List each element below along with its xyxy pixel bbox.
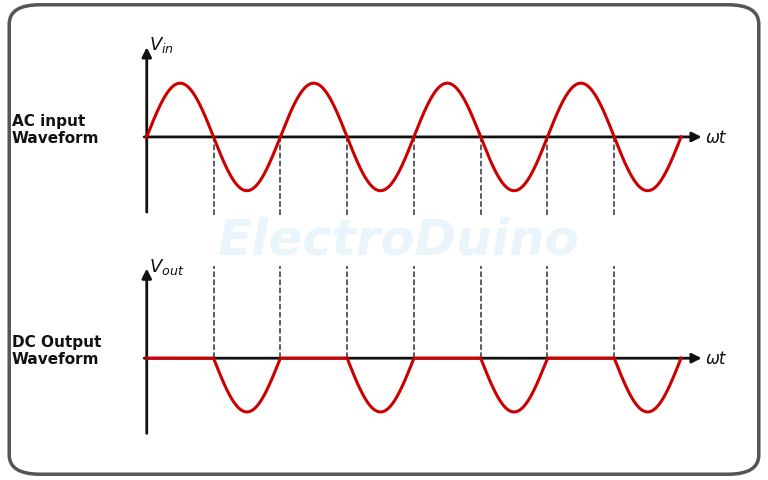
Text: AC input
Waveform: AC input Waveform — [12, 113, 99, 146]
Text: $V_{in}$: $V_{in}$ — [149, 36, 174, 55]
Text: ωt: ωt — [706, 129, 726, 146]
FancyBboxPatch shape — [9, 6, 759, 474]
Text: ElectroDuino: ElectroDuino — [218, 216, 581, 264]
Text: ωt: ωt — [706, 349, 726, 367]
Text: $V_{out}$: $V_{out}$ — [149, 256, 184, 276]
Text: DC Output
Waveform: DC Output Waveform — [12, 334, 101, 367]
